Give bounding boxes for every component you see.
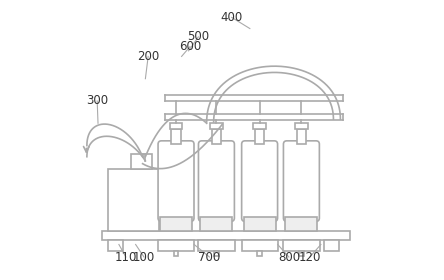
Bar [108, 169, 159, 230]
Bar [324, 240, 339, 251]
FancyBboxPatch shape [198, 141, 234, 221]
Text: 400: 400 [221, 11, 243, 24]
FancyBboxPatch shape [158, 141, 194, 221]
Text: 100: 100 [133, 251, 155, 263]
Text: 110: 110 [115, 251, 137, 263]
FancyBboxPatch shape [242, 141, 278, 221]
Bar [297, 129, 306, 144]
Text: 300: 300 [86, 94, 108, 108]
Text: 200: 200 [137, 50, 159, 63]
Bar [254, 123, 266, 129]
Bar [258, 251, 262, 256]
Bar [242, 240, 278, 251]
Bar [214, 251, 218, 256]
Bar [198, 240, 234, 251]
Bar [210, 123, 222, 129]
Bar [158, 240, 194, 251]
Bar [170, 123, 182, 129]
FancyBboxPatch shape [283, 141, 319, 221]
Bar [174, 251, 178, 256]
Bar [102, 230, 350, 240]
Text: 500: 500 [187, 31, 210, 43]
Text: 700: 700 [198, 251, 221, 263]
Bar [283, 240, 320, 251]
Bar [295, 123, 308, 129]
Bar [285, 217, 317, 230]
Bar [244, 217, 276, 230]
Bar [255, 129, 264, 144]
Bar [131, 154, 152, 169]
Bar [108, 240, 123, 251]
Text: 800: 800 [278, 251, 300, 263]
Bar [160, 217, 192, 230]
Text: 120: 120 [298, 251, 321, 263]
Bar [212, 129, 221, 144]
Bar [200, 217, 233, 230]
Text: 600: 600 [179, 40, 201, 53]
Bar [171, 129, 181, 144]
Bar [299, 251, 304, 256]
